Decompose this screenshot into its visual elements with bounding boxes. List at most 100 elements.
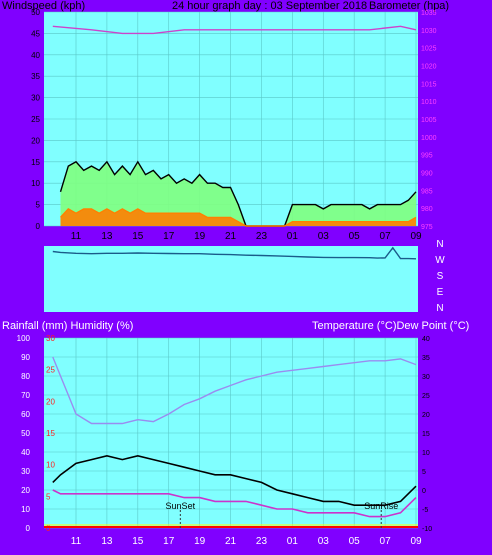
barometer-tick-label: 1025 xyxy=(421,46,437,53)
temp-tick-label: 35 xyxy=(422,355,430,362)
wind-x-tick-label: 07 xyxy=(380,231,392,242)
wind-x-tick-label: 11 xyxy=(71,231,82,242)
wind-avg-line xyxy=(59,208,417,227)
temp-x-tick-label: 19 xyxy=(194,536,206,547)
rain-tick-label: 20 xyxy=(46,397,55,406)
wind-y-tick-label: 40 xyxy=(31,51,40,60)
wind-x-tick-label: 13 xyxy=(101,231,113,242)
rain-tick-label: 30 xyxy=(46,334,55,343)
rain-humidity-axis-title: Rainfall (mm) Humidity (%) xyxy=(2,320,134,332)
wind-x-tick-label: 15 xyxy=(132,231,144,242)
sunrise-marker-label: SunRise xyxy=(364,501,398,511)
temp-x-tick-label: 11 xyxy=(71,536,82,547)
wind-gust-area xyxy=(60,161,416,226)
barometer-tick-label: 990 xyxy=(421,171,433,178)
temperature-line xyxy=(52,454,417,507)
temp-tick-label: 40 xyxy=(422,336,430,343)
humidity-tick-label: 70 xyxy=(21,391,30,400)
temp-tick-label: 15 xyxy=(422,431,430,438)
temp-tick-label: 25 xyxy=(422,393,430,400)
wind-y-tick-label: 45 xyxy=(31,29,40,38)
rain-tick-label: 5 xyxy=(46,492,51,501)
direction-axis-label: N xyxy=(436,303,443,314)
barometer-tick-label: 1015 xyxy=(421,81,437,88)
wind-x-tick-label: 01 xyxy=(287,231,299,242)
wind-y-tick-label: 30 xyxy=(31,94,40,103)
wind-x-tick-label: 05 xyxy=(349,231,361,242)
temp-x-tick-label: 13 xyxy=(101,536,113,547)
wind-gust-line xyxy=(59,160,417,227)
barometer-tick-label: 1010 xyxy=(421,99,437,106)
temp-x-tick-label: 17 xyxy=(163,536,175,547)
humidity-tick-label: 10 xyxy=(21,505,30,514)
barometer-tick-label: 1020 xyxy=(421,64,437,71)
humidity-tick-label: 20 xyxy=(21,486,30,495)
barometer-axis-title: Barometer (hpa) xyxy=(369,0,450,12)
humidity-tick-label: 60 xyxy=(21,410,30,419)
barometer-tick-label: 1035 xyxy=(421,10,437,17)
temp-x-tick-label: 03 xyxy=(318,536,330,547)
barometer-tick-label: 995 xyxy=(421,153,433,160)
barometer-tick-label: 985 xyxy=(421,188,433,195)
barometer-tick-label: 1030 xyxy=(421,28,437,35)
direction-axis-label: E xyxy=(437,287,444,298)
humidity-tick-label: 80 xyxy=(21,372,30,381)
humidity-tick-label: 0 xyxy=(26,524,31,533)
direction-axis-label: N xyxy=(436,239,443,250)
temperature-axis-title: Temperature (°C)Dew Point (°C) xyxy=(312,320,470,332)
temp-x-tick-label: 15 xyxy=(132,536,144,547)
temp-tick-label: -10 xyxy=(422,526,432,533)
direction-plot-area xyxy=(44,246,418,312)
wind-y-tick-label: 5 xyxy=(36,201,41,210)
temp-x-tick-label: 01 xyxy=(287,536,299,547)
wind-y-tick-label: 20 xyxy=(31,136,40,145)
sunset-marker-label: SunSet xyxy=(166,501,196,511)
dewpoint-line xyxy=(52,489,417,518)
temp-tick-label: 10 xyxy=(422,450,430,457)
wind-direction-line xyxy=(52,246,417,260)
temp-tick-label: 0 xyxy=(422,488,426,495)
temp-tick-label: -5 xyxy=(422,507,428,514)
rain-tick-label: 10 xyxy=(46,461,55,470)
barometer-tick-label: 1000 xyxy=(421,135,437,142)
rain-tick-label: 25 xyxy=(46,366,55,375)
temp-tick-label: 5 xyxy=(422,469,426,476)
wind-x-tick-label: 09 xyxy=(410,231,422,242)
windspeed-axis-title: Windspeed (kph) xyxy=(2,0,86,12)
wind-y-tick-label: 10 xyxy=(31,179,40,188)
temp-x-tick-label: 07 xyxy=(380,536,392,547)
rain-tick-label: 0 xyxy=(46,524,51,533)
wind-x-tick-label: 19 xyxy=(194,231,206,242)
wind-y-tick-label: 25 xyxy=(31,115,40,124)
graph-title: 24 hour graph day : 03 September 2018 xyxy=(172,0,368,12)
barometer-tick-label: 1005 xyxy=(421,117,437,124)
humidity-tick-label: 50 xyxy=(21,429,30,438)
temp-x-tick-label: 23 xyxy=(256,536,268,547)
temp-tick-label: 20 xyxy=(422,412,430,419)
humidity-tick-label: 40 xyxy=(21,448,30,457)
wind-y-tick-label: 50 xyxy=(31,8,40,17)
temp-x-tick-label: 09 xyxy=(410,536,422,547)
wind-x-tick-label: 17 xyxy=(163,231,175,242)
wind-y-tick-label: 0 xyxy=(36,222,41,231)
wind-x-tick-label: 03 xyxy=(318,231,330,242)
temp-x-tick-label: 05 xyxy=(349,536,361,547)
wind-y-tick-label: 35 xyxy=(31,72,40,81)
wind-x-tick-label: 23 xyxy=(256,231,268,242)
humidity-tick-label: 90 xyxy=(21,353,30,362)
direction-axis-label: S xyxy=(437,271,444,282)
wind-y-tick-label: 15 xyxy=(31,158,40,167)
barometer-tick-label: 975 xyxy=(421,224,433,231)
wind-x-tick-label: 21 xyxy=(225,231,237,242)
direction-axis-label: W xyxy=(435,255,445,266)
temp-x-tick-label: 21 xyxy=(225,536,237,547)
rain-tick-label: 15 xyxy=(46,429,55,438)
humidity-tick-label: 100 xyxy=(17,334,31,343)
humidity-line xyxy=(52,356,417,425)
temp-tick-label: 30 xyxy=(422,374,430,381)
barometer-line xyxy=(52,25,417,35)
humidity-tick-label: 30 xyxy=(21,467,30,476)
barometer-tick-label: 980 xyxy=(421,206,433,213)
